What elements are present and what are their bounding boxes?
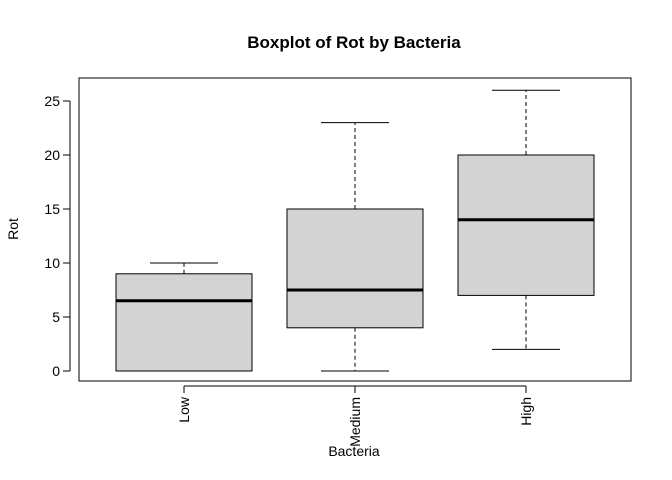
box-medium: [286, 208, 424, 329]
y-tick-label: 15: [44, 201, 60, 217]
y-axis-label: Rot: [5, 218, 21, 240]
plot-frame: [78, 77, 632, 382]
y-tick-label: 0: [52, 363, 60, 379]
x-tick-label: Medium: [347, 397, 363, 447]
chart-title: Boxplot of Rot by Bacteria: [247, 33, 461, 52]
y-tick-label: 10: [44, 255, 60, 271]
box-high: [457, 154, 595, 296]
y-tick-label: 20: [44, 147, 60, 163]
x-tick-label: Low: [176, 396, 192, 423]
x-tick-label: High: [518, 397, 534, 426]
y-tick-label: 25: [44, 93, 60, 109]
box-low: [115, 273, 253, 372]
y-tick-label: 5: [52, 309, 60, 325]
x-axis-label: Bacteria: [328, 443, 380, 459]
